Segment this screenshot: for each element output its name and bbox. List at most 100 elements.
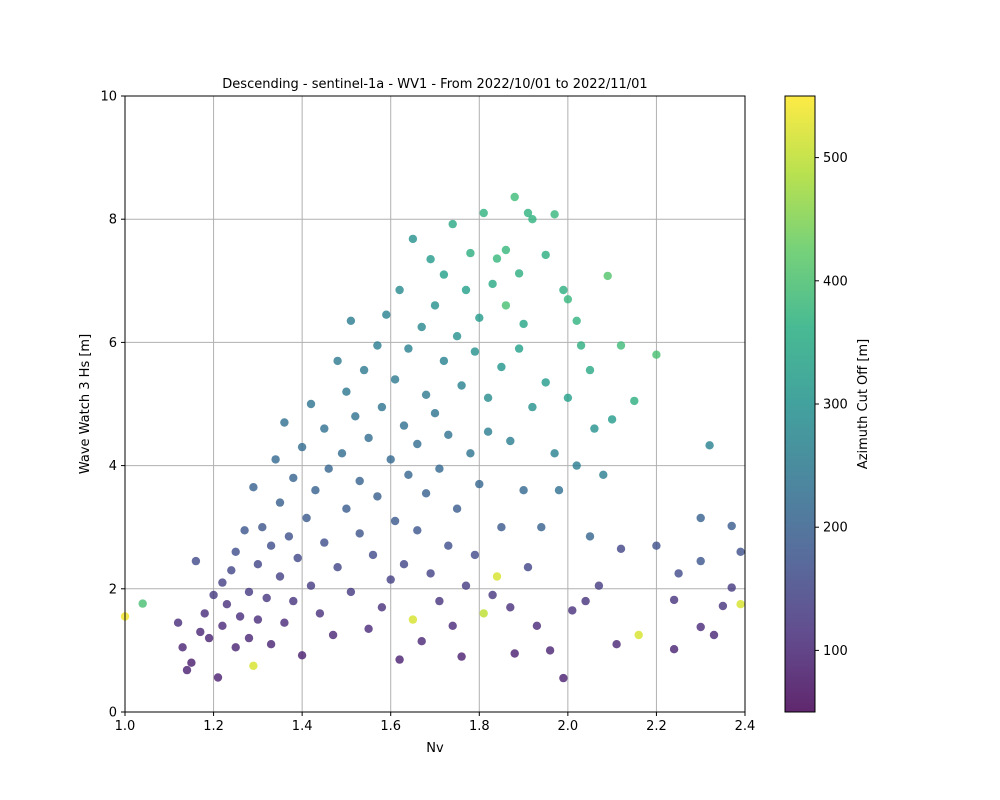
plot-frame — [124, 95, 746, 713]
data-point — [417, 322, 426, 332]
data-point — [581, 596, 590, 606]
data-point — [475, 479, 484, 489]
data-point — [479, 208, 488, 218]
data-point — [576, 341, 586, 350]
data-point — [138, 599, 147, 608]
data-point — [364, 624, 373, 633]
data-point — [266, 640, 276, 649]
data-point — [590, 424, 599, 433]
data-point — [501, 301, 511, 310]
data-point — [355, 476, 364, 486]
data-point — [373, 341, 382, 350]
data-point — [209, 590, 218, 600]
data-point — [249, 661, 258, 670]
data-point — [430, 409, 440, 418]
data-point — [554, 486, 564, 495]
data-point — [359, 365, 369, 375]
data-point — [669, 645, 679, 654]
data-point — [718, 601, 728, 611]
data-point — [696, 622, 705, 632]
x-tick-label: 1.6 — [380, 719, 401, 734]
y-tick-label: 10 — [100, 90, 117, 105]
data-point — [492, 572, 502, 581]
data-point — [302, 513, 311, 523]
data-point — [173, 618, 183, 627]
data-point — [324, 464, 333, 473]
data-point — [550, 210, 559, 219]
colorbar-ticks: 100 200 300 400 500 — [815, 151, 848, 659]
data-point — [585, 365, 595, 375]
data-point — [218, 578, 227, 587]
data-point — [377, 402, 387, 412]
data-point — [483, 427, 493, 436]
data-point — [204, 633, 214, 643]
data-point — [572, 461, 581, 470]
data-point — [545, 646, 555, 655]
data-point — [390, 375, 400, 384]
data-point — [386, 455, 395, 464]
data-point — [386, 575, 395, 584]
data-point — [435, 596, 444, 606]
data-point — [448, 219, 457, 229]
data-point — [652, 541, 661, 550]
data-point — [457, 652, 466, 661]
data-point — [240, 526, 249, 535]
data-point — [231, 547, 240, 556]
data-point — [457, 381, 466, 390]
data-point — [364, 433, 373, 443]
data-point — [266, 541, 276, 550]
colorbar-label: Azimuth Cut Off [m] — [856, 339, 871, 469]
data-point — [178, 643, 187, 652]
data-point — [271, 455, 280, 464]
x-axis: 1.0 1.2 1.4 1.6 1.8 2.0 2.2 2.4 — [115, 712, 756, 734]
data-point — [444, 430, 453, 439]
data-point — [563, 295, 573, 304]
data-point — [514, 344, 524, 353]
data-point — [501, 245, 511, 255]
data-point — [603, 271, 612, 281]
data-point — [616, 544, 626, 553]
data-point — [182, 665, 192, 675]
data-point — [523, 563, 533, 572]
data-point — [280, 618, 289, 627]
data-point — [492, 254, 502, 263]
colorbar-tick-label: 400 — [823, 274, 848, 289]
data-point — [523, 208, 533, 218]
data-point — [452, 504, 462, 513]
data-point — [696, 513, 705, 523]
data-point — [537, 523, 546, 532]
data-point — [320, 538, 329, 547]
data-point — [191, 556, 201, 566]
data-point — [399, 560, 409, 569]
data-point — [532, 621, 542, 630]
data-point — [382, 310, 391, 319]
data-point — [253, 560, 263, 569]
data-point — [408, 615, 418, 624]
data-point — [377, 603, 387, 612]
chart-title: Descending - sentinel-1a - WV1 - From 20… — [222, 77, 647, 92]
data-point — [346, 587, 356, 597]
data-point — [421, 390, 431, 399]
colorbar-tick-label: 300 — [823, 398, 848, 413]
data-point — [244, 633, 254, 643]
data-point — [483, 393, 493, 402]
x-tick-label: 1.0 — [115, 719, 136, 734]
data-point — [342, 387, 351, 396]
data-point — [506, 436, 515, 446]
data-point — [563, 393, 573, 402]
data-point — [315, 609, 325, 618]
data-point — [333, 356, 342, 366]
data-point — [187, 658, 196, 667]
data-point — [616, 341, 626, 350]
data-point — [346, 316, 356, 325]
data-point — [488, 279, 497, 289]
data-point — [594, 581, 604, 590]
data-point — [528, 402, 537, 412]
data-point — [196, 627, 205, 637]
data-point — [634, 630, 643, 640]
data-point — [572, 316, 581, 325]
colorbar — [785, 96, 815, 712]
x-tick-label: 2.4 — [735, 719, 756, 734]
data-point — [541, 378, 550, 387]
